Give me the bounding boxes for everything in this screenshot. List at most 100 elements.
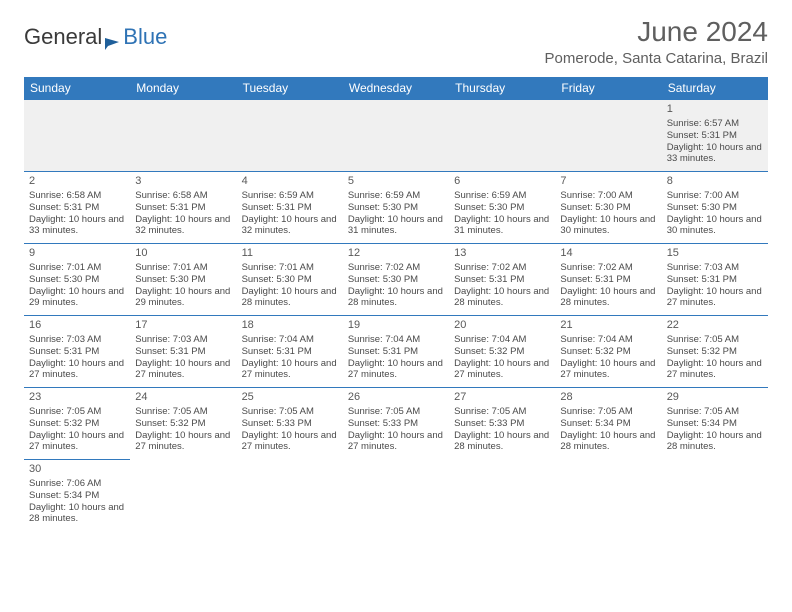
daylight-line: Daylight: 10 hours and 27 minutes. <box>667 358 763 382</box>
sunset-line: Sunset: 5:34 PM <box>667 418 763 430</box>
sunrise-line: Sunrise: 7:01 AM <box>135 262 231 274</box>
sunrise-line: Sunrise: 7:05 AM <box>454 406 550 418</box>
calendar-cell: 22Sunrise: 7:05 AMSunset: 5:32 PMDayligh… <box>662 316 768 388</box>
sunset-line: Sunset: 5:31 PM <box>667 130 763 142</box>
calendar-cell: 10Sunrise: 7:01 AMSunset: 5:30 PMDayligh… <box>130 244 236 316</box>
calendar-cell: 24Sunrise: 7:05 AMSunset: 5:32 PMDayligh… <box>130 388 236 460</box>
calendar-cell: 3Sunrise: 6:58 AMSunset: 5:31 PMDaylight… <box>130 172 236 244</box>
calendar-cell: 16Sunrise: 7:03 AMSunset: 5:31 PMDayligh… <box>24 316 130 388</box>
sunset-line: Sunset: 5:32 PM <box>667 346 763 358</box>
day-number: 17 <box>135 319 231 333</box>
daylight-line: Daylight: 10 hours and 27 minutes. <box>348 430 444 454</box>
sunrise-line: Sunrise: 6:58 AM <box>29 190 125 202</box>
sunrise-line: Sunrise: 7:01 AM <box>242 262 338 274</box>
day-number: 7 <box>560 175 656 189</box>
sunset-line: Sunset: 5:31 PM <box>29 346 125 358</box>
calendar-cell-empty <box>449 460 555 532</box>
day-number: 8 <box>667 175 763 189</box>
sunset-line: Sunset: 5:30 PM <box>454 202 550 214</box>
calendar-cell: 7Sunrise: 7:00 AMSunset: 5:30 PMDaylight… <box>555 172 661 244</box>
calendar-cell-empty <box>343 100 449 172</box>
calendar-row: 30Sunrise: 7:06 AMSunset: 5:34 PMDayligh… <box>24 460 768 532</box>
day-number: 25 <box>242 391 338 405</box>
daylight-line: Daylight: 10 hours and 27 minutes. <box>135 358 231 382</box>
month-title: June 2024 <box>545 16 768 48</box>
brand-text: GeneralBlue <box>24 24 167 50</box>
calendar-cell: 21Sunrise: 7:04 AMSunset: 5:32 PMDayligh… <box>555 316 661 388</box>
calendar-cell-empty <box>449 100 555 172</box>
calendar-cell: 9Sunrise: 7:01 AMSunset: 5:30 PMDaylight… <box>24 244 130 316</box>
day-number: 10 <box>135 247 231 261</box>
sunrise-line: Sunrise: 7:00 AM <box>667 190 763 202</box>
day-number: 14 <box>560 247 656 261</box>
sunset-line: Sunset: 5:33 PM <box>242 418 338 430</box>
sunset-line: Sunset: 5:31 PM <box>560 274 656 286</box>
day-number: 5 <box>348 175 444 189</box>
sunrise-line: Sunrise: 7:05 AM <box>348 406 444 418</box>
daylight-line: Daylight: 10 hours and 29 minutes. <box>135 286 231 310</box>
calendar-cell-empty <box>662 460 768 532</box>
daylight-line: Daylight: 10 hours and 27 minutes. <box>560 358 656 382</box>
daylight-line: Daylight: 10 hours and 31 minutes. <box>454 214 550 238</box>
sunset-line: Sunset: 5:32 PM <box>560 346 656 358</box>
calendar-cell-empty <box>555 100 661 172</box>
daylight-line: Daylight: 10 hours and 30 minutes. <box>667 214 763 238</box>
sunset-line: Sunset: 5:31 PM <box>348 346 444 358</box>
page-header: GeneralBlue June 2024 Pomerode, Santa Ca… <box>24 16 768 67</box>
calendar-cell: 5Sunrise: 6:59 AMSunset: 5:30 PMDaylight… <box>343 172 449 244</box>
calendar-row: 1Sunrise: 6:57 AMSunset: 5:31 PMDaylight… <box>24 100 768 172</box>
day-header: Monday <box>130 77 236 100</box>
day-number: 26 <box>348 391 444 405</box>
calendar-cell-empty <box>555 460 661 532</box>
calendar-cell: 29Sunrise: 7:05 AMSunset: 5:34 PMDayligh… <box>662 388 768 460</box>
daylight-line: Daylight: 10 hours and 28 minutes. <box>560 286 656 310</box>
daylight-line: Daylight: 10 hours and 29 minutes. <box>29 286 125 310</box>
daylight-line: Daylight: 10 hours and 28 minutes. <box>560 430 656 454</box>
sunset-line: Sunset: 5:30 PM <box>560 202 656 214</box>
sunrise-line: Sunrise: 7:02 AM <box>348 262 444 274</box>
day-number: 22 <box>667 319 763 333</box>
calendar-cell: 27Sunrise: 7:05 AMSunset: 5:33 PMDayligh… <box>449 388 555 460</box>
calendar-cell-empty <box>343 460 449 532</box>
sunset-line: Sunset: 5:31 PM <box>454 274 550 286</box>
sunrise-line: Sunrise: 7:05 AM <box>667 406 763 418</box>
calendar-table: SundayMondayTuesdayWednesdayThursdayFrid… <box>24 77 768 532</box>
sunset-line: Sunset: 5:32 PM <box>454 346 550 358</box>
sunrise-line: Sunrise: 7:05 AM <box>135 406 231 418</box>
day-number: 21 <box>560 319 656 333</box>
calendar-cell-empty <box>237 460 343 532</box>
calendar-cell: 20Sunrise: 7:04 AMSunset: 5:32 PMDayligh… <box>449 316 555 388</box>
calendar-cell: 30Sunrise: 7:06 AMSunset: 5:34 PMDayligh… <box>24 460 130 532</box>
calendar-cell: 2Sunrise: 6:58 AMSunset: 5:31 PMDaylight… <box>24 172 130 244</box>
calendar-row: 9Sunrise: 7:01 AMSunset: 5:30 PMDaylight… <box>24 244 768 316</box>
sunrise-line: Sunrise: 7:02 AM <box>454 262 550 274</box>
day-number: 19 <box>348 319 444 333</box>
sunrise-line: Sunrise: 7:06 AM <box>29 478 125 490</box>
day-header: Thursday <box>449 77 555 100</box>
day-header: Tuesday <box>237 77 343 100</box>
day-number: 23 <box>29 391 125 405</box>
daylight-line: Daylight: 10 hours and 33 minutes. <box>667 142 763 166</box>
sunrise-line: Sunrise: 7:04 AM <box>454 334 550 346</box>
calendar-cell: 1Sunrise: 6:57 AMSunset: 5:31 PMDaylight… <box>662 100 768 172</box>
day-number: 20 <box>454 319 550 333</box>
calendar-row: 16Sunrise: 7:03 AMSunset: 5:31 PMDayligh… <box>24 316 768 388</box>
day-number: 6 <box>454 175 550 189</box>
sunset-line: Sunset: 5:30 PM <box>135 274 231 286</box>
brand-part2: Blue <box>123 24 167 49</box>
sunset-line: Sunset: 5:31 PM <box>29 202 125 214</box>
calendar-page: GeneralBlue June 2024 Pomerode, Santa Ca… <box>0 0 792 548</box>
brand-logo: GeneralBlue <box>24 24 167 50</box>
daylight-line: Daylight: 10 hours and 27 minutes. <box>667 286 763 310</box>
calendar-cell-empty <box>24 100 130 172</box>
daylight-line: Daylight: 10 hours and 27 minutes. <box>242 430 338 454</box>
flag-icon <box>104 31 122 45</box>
sunset-line: Sunset: 5:30 PM <box>348 202 444 214</box>
location-text: Pomerode, Santa Catarina, Brazil <box>545 50 768 67</box>
sunset-line: Sunset: 5:30 PM <box>29 274 125 286</box>
sunrise-line: Sunrise: 7:03 AM <box>29 334 125 346</box>
day-number: 24 <box>135 391 231 405</box>
calendar-cell: 11Sunrise: 7:01 AMSunset: 5:30 PMDayligh… <box>237 244 343 316</box>
calendar-cell: 12Sunrise: 7:02 AMSunset: 5:30 PMDayligh… <box>343 244 449 316</box>
sunrise-line: Sunrise: 7:03 AM <box>667 262 763 274</box>
